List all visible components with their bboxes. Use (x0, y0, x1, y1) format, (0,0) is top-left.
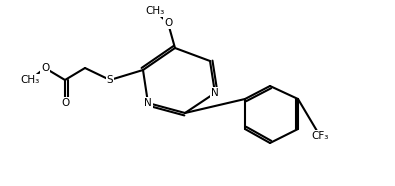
Text: CH₃: CH₃ (145, 6, 165, 16)
Text: O: O (41, 63, 49, 73)
Text: O: O (61, 98, 69, 108)
Text: N: N (211, 88, 219, 98)
Text: CH₃: CH₃ (21, 75, 40, 85)
Text: S: S (107, 75, 113, 85)
Text: O: O (164, 18, 172, 28)
Text: N: N (144, 98, 152, 108)
Text: CF₃: CF₃ (311, 131, 329, 141)
